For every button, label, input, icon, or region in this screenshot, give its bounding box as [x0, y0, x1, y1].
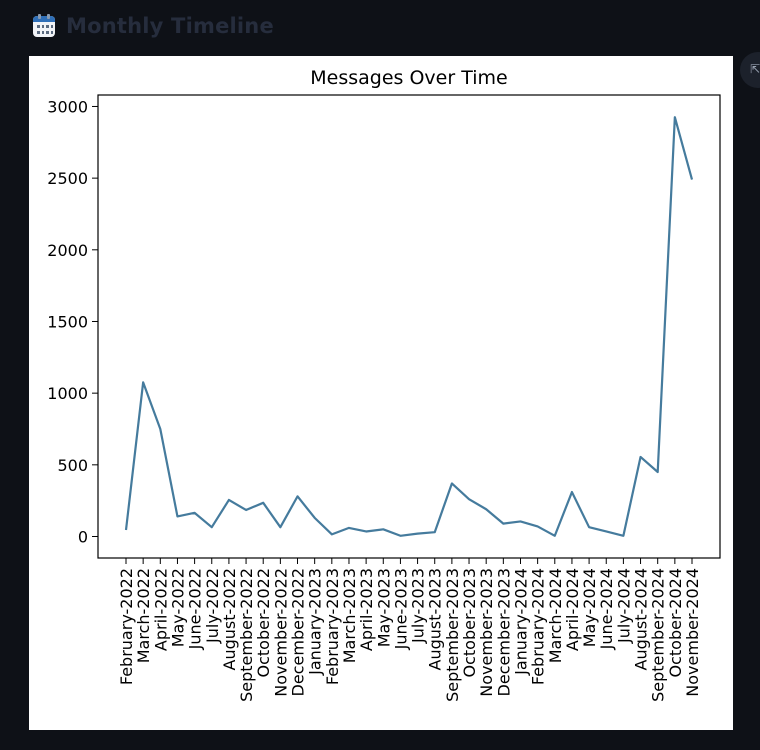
- plot-frame: [97, 94, 721, 559]
- x-tick-label: May-2023: [374, 568, 393, 647]
- x-tick-label: November-2022: [271, 568, 290, 697]
- x-tick-label: March-2024: [546, 568, 565, 663]
- fullscreen-button[interactable]: ⇱: [740, 52, 760, 88]
- x-tick-label: April-2023: [357, 568, 376, 651]
- x-tick-label: August-2023: [426, 568, 445, 670]
- x-tick-label: July-2022: [203, 568, 222, 644]
- chart-title: Messages Over Time: [310, 67, 507, 89]
- x-tick-label: November-2023: [477, 568, 496, 697]
- x-tick-label: February-2024: [529, 568, 548, 685]
- y-tick-label: 1000: [47, 384, 88, 403]
- y-tick-label: 1500: [47, 312, 88, 331]
- y-tick-label: 2000: [47, 241, 88, 260]
- x-tick-label: January-2024: [511, 568, 530, 676]
- x-tick-label: May-2024: [580, 568, 599, 647]
- x-tick-label: July-2024: [614, 568, 633, 644]
- calendar-icon: [32, 14, 56, 38]
- x-tick-label: October-2024: [666, 568, 685, 678]
- x-tick-label: March-2023: [340, 568, 359, 663]
- series-line: [124, 116, 694, 537]
- x-tick-label: August-2022: [220, 568, 239, 670]
- x-tick-label: February-2023: [323, 568, 342, 685]
- x-tick-label: January-2023: [306, 568, 325, 676]
- page-title: Monthly Timeline: [66, 14, 274, 38]
- line-chart: Messages Over Time 0 500 1000 1500 2000 2500 3…: [47, 67, 721, 702]
- x-tick-label: June-2023: [391, 568, 410, 650]
- x-tick-label: November-2024: [683, 568, 702, 697]
- x-tick-label: June-2022: [186, 568, 205, 650]
- x-tick-label: October-2022: [254, 568, 273, 678]
- x-tick-label: September-2024: [649, 568, 668, 702]
- y-tick-label: 0: [78, 527, 88, 546]
- y-axis: 0 500 1000 1500 2000 2500 3000: [47, 97, 98, 546]
- y-tick-label: 500: [57, 456, 88, 475]
- x-tick-label: September-2022: [237, 568, 256, 702]
- chart-container: Messages Over Time 0 500 1000 1500 2000 2500 3…: [29, 56, 733, 730]
- x-tick-label: October-2023: [460, 568, 479, 678]
- y-tick-label: 3000: [47, 97, 88, 116]
- expand-icon: ⇱: [750, 62, 760, 76]
- x-tick-label: May-2022: [168, 568, 187, 647]
- x-tick-label: December-2023: [494, 568, 513, 696]
- y-tick-label: 2500: [47, 169, 88, 188]
- x-tick-label: July-2023: [409, 568, 428, 644]
- x-tick-label: September-2023: [443, 568, 462, 702]
- x-tick-label: December-2022: [289, 568, 308, 696]
- x-tick-label: February-2022: [117, 568, 136, 685]
- x-tick-label: April-2024: [563, 568, 582, 651]
- x-tick-label: April-2022: [151, 568, 170, 651]
- x-tick-label: June-2024: [597, 568, 616, 650]
- x-tick-label: March-2022: [134, 568, 153, 663]
- app-header: Monthly Timeline: [32, 10, 274, 42]
- x-axis: February-2022March-2022April-2022May-202…: [117, 558, 702, 702]
- x-tick-label: August-2024: [632, 568, 651, 670]
